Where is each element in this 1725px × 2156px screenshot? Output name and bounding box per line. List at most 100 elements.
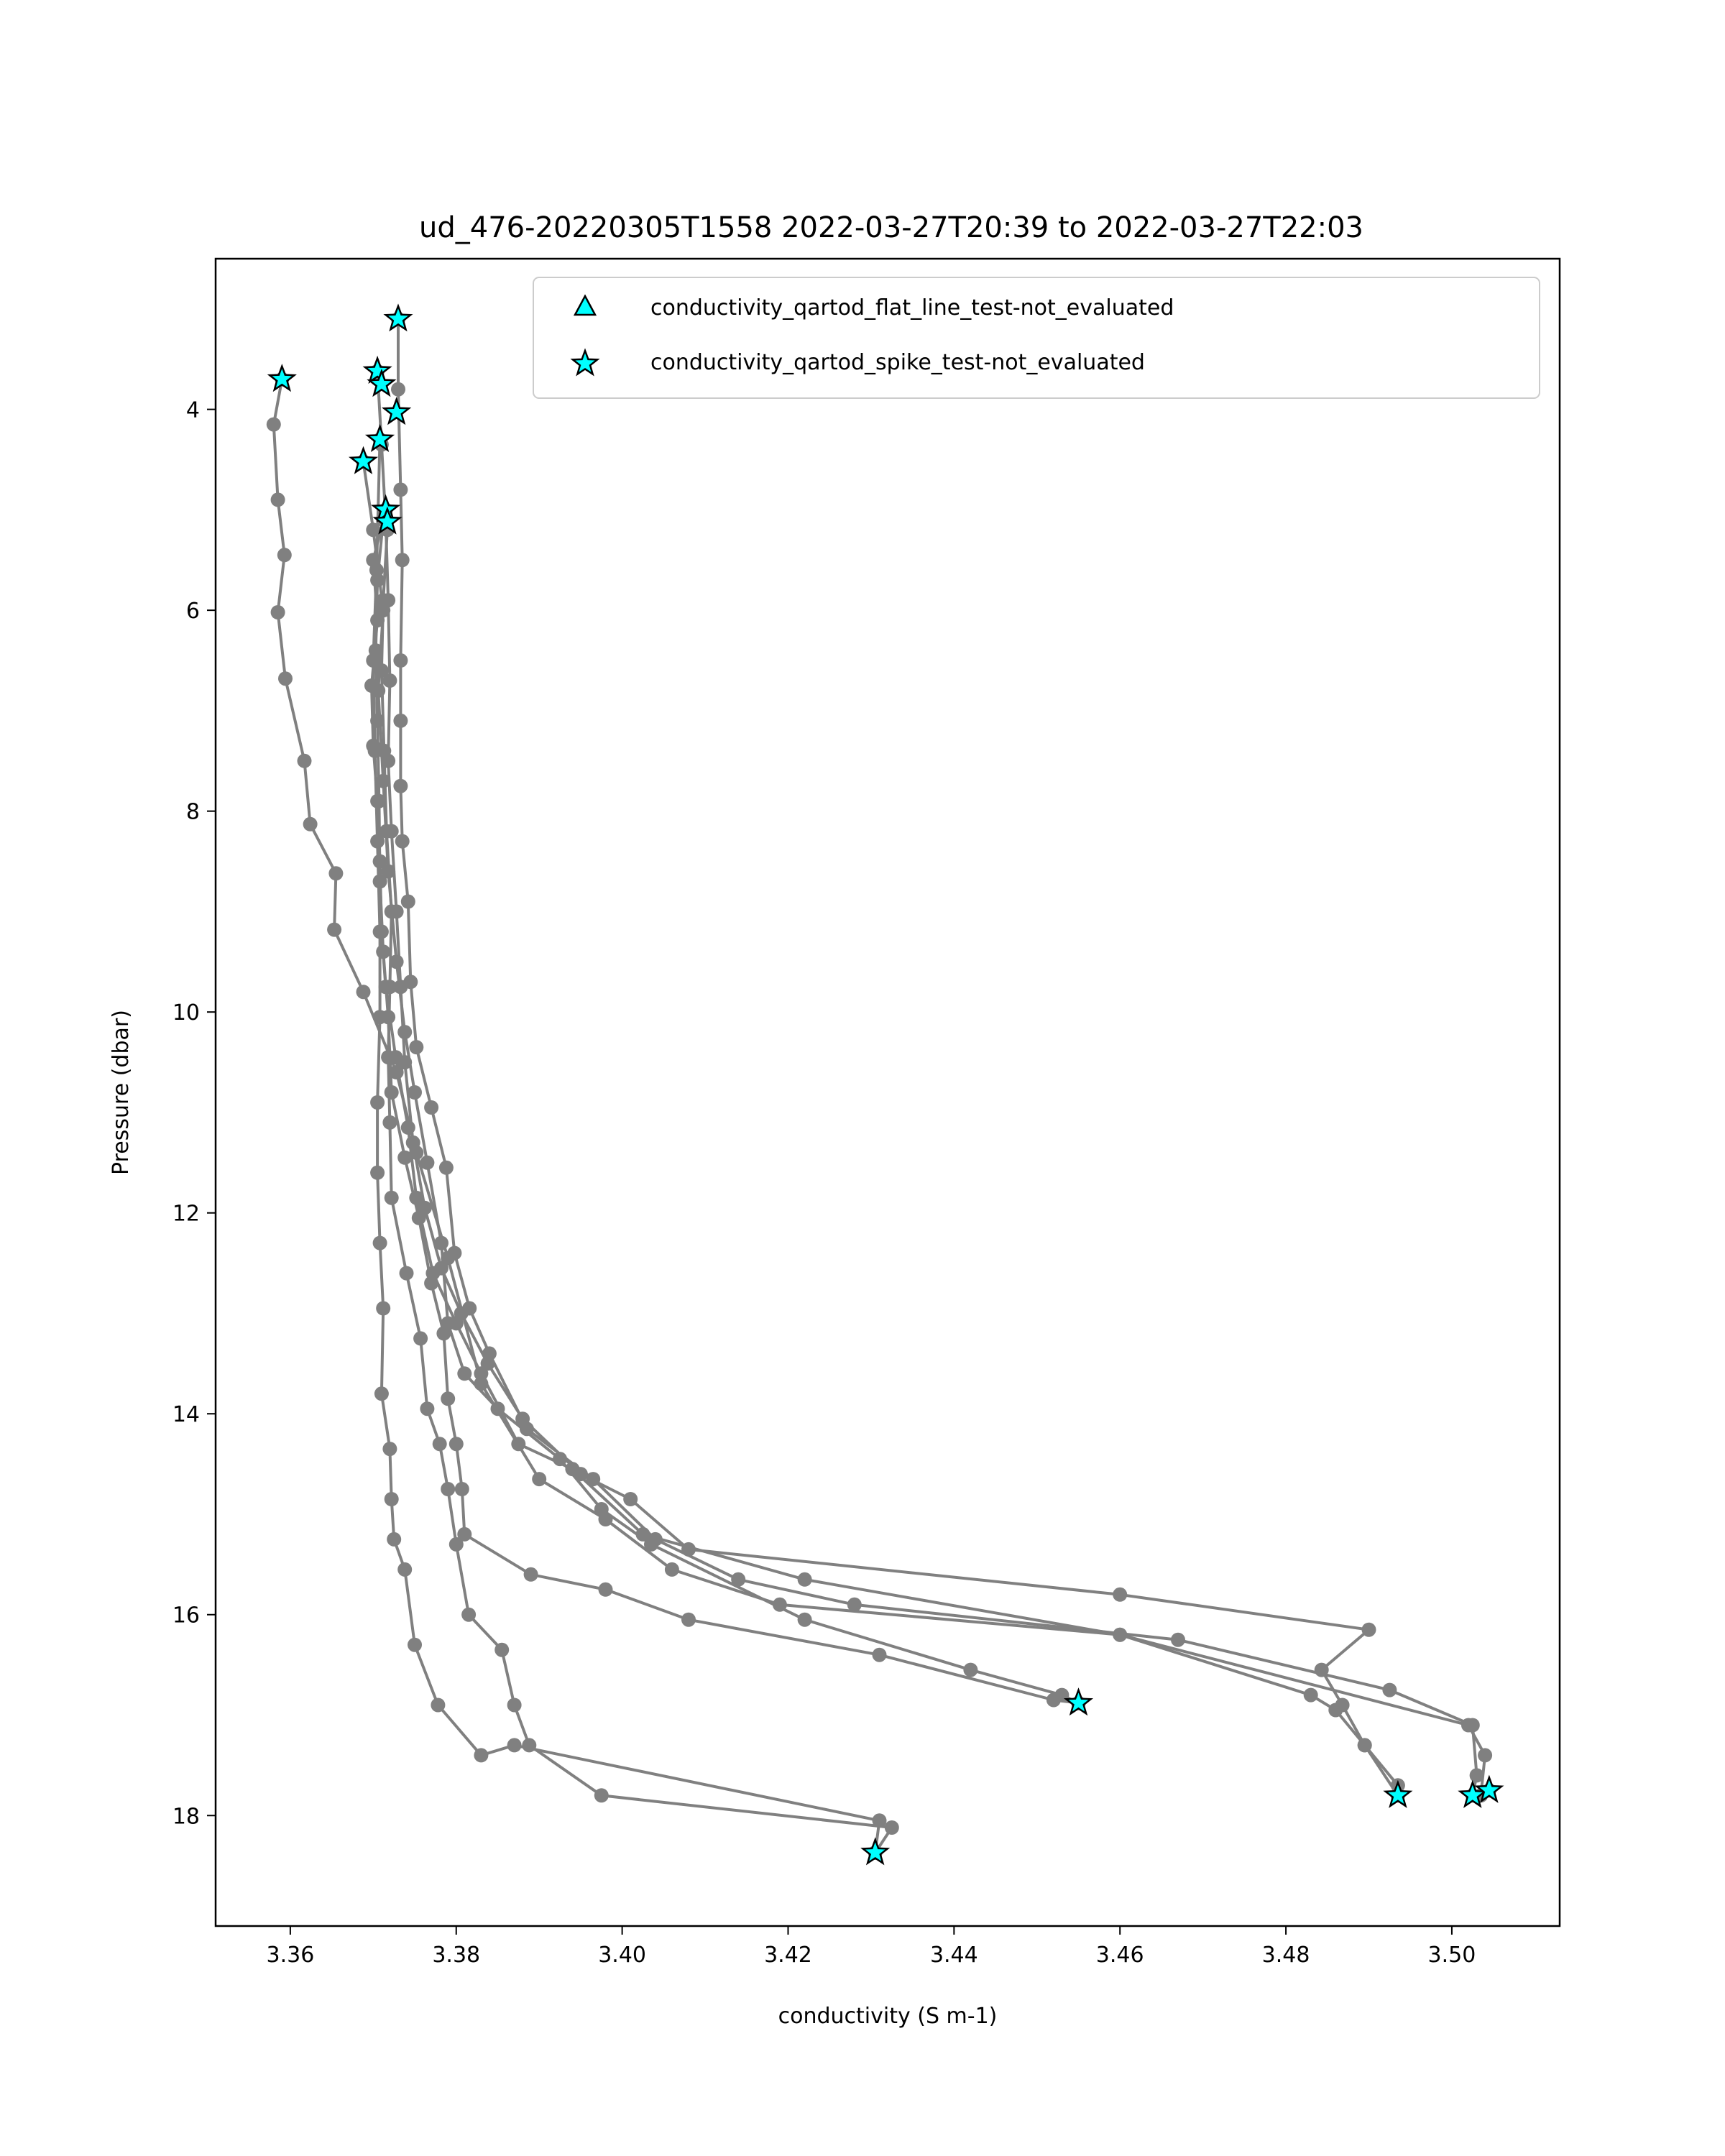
data-point <box>374 1386 389 1401</box>
data-point <box>523 1567 538 1582</box>
data-point <box>1478 1748 1493 1763</box>
spike-test-flag-marker <box>372 506 402 535</box>
data-point <box>387 1531 402 1547</box>
data-point <box>397 1562 413 1577</box>
legend-box <box>533 277 1540 399</box>
data-point <box>1382 1682 1397 1697</box>
data-point <box>420 1401 435 1416</box>
data-point <box>391 382 405 397</box>
data-point <box>369 563 384 578</box>
data-point <box>448 1437 464 1452</box>
spike-test-flag-marker <box>1474 1774 1504 1803</box>
data-point <box>594 1502 609 1516</box>
legend: conductivity_qartod_flat_line_test-not_e… <box>533 277 1540 399</box>
data-point <box>393 713 408 728</box>
data-point <box>379 824 394 839</box>
profile-series <box>366 432 887 1860</box>
data-point <box>1046 1692 1061 1708</box>
x-tick-label: 3.46 <box>1096 1943 1144 1968</box>
data-point <box>376 1301 391 1316</box>
x-axis-label: conductivity (S m-1) <box>778 2004 998 2029</box>
x-tick-label: 3.38 <box>432 1943 480 1968</box>
data-point <box>731 1572 746 1587</box>
data-point <box>1469 1768 1484 1783</box>
data-point <box>374 663 389 678</box>
data-point <box>366 653 381 668</box>
series-layer <box>266 311 1496 1860</box>
data-point <box>266 417 281 432</box>
y-tick-label: 12 <box>172 1202 200 1227</box>
data-point <box>393 778 408 793</box>
data-point <box>847 1597 862 1612</box>
data-point <box>408 1637 422 1652</box>
data-point <box>511 1437 526 1452</box>
data-point <box>277 548 292 563</box>
spike-test-flag-marker <box>267 364 297 392</box>
data-point <box>884 1820 899 1835</box>
data-point <box>454 1482 469 1496</box>
data-point <box>553 1452 567 1467</box>
data-point <box>963 1662 978 1677</box>
data-point <box>441 1391 456 1406</box>
spike-test-flag-marker <box>860 1837 891 1866</box>
data-point <box>381 1050 396 1065</box>
spike-test-flag-marker <box>348 446 379 474</box>
data-point <box>395 553 410 568</box>
data-point <box>409 1040 424 1055</box>
data-point <box>681 1612 696 1627</box>
data-point <box>515 1411 530 1427</box>
data-point <box>1357 1738 1372 1753</box>
x-tick-label: 3.50 <box>1428 1943 1476 1968</box>
data-point <box>372 1010 387 1025</box>
data-point <box>356 985 371 1000</box>
data-point <box>441 1482 456 1496</box>
data-point <box>436 1326 451 1341</box>
data-point <box>532 1472 547 1487</box>
data-point <box>1113 1627 1128 1642</box>
data-point <box>297 753 312 768</box>
spike-test-flag-marker <box>362 355 392 384</box>
data-point <box>424 1276 439 1291</box>
data-point <box>434 1235 448 1250</box>
data-point <box>797 1572 812 1587</box>
data-point <box>457 1526 472 1542</box>
x-tick-label: 3.42 <box>764 1943 812 1968</box>
data-point <box>1328 1703 1343 1718</box>
data-point <box>797 1612 812 1627</box>
data-point <box>393 482 408 497</box>
data-point <box>623 1492 638 1506</box>
data-point <box>370 1165 385 1180</box>
data-point <box>1113 1587 1128 1602</box>
data-point <box>367 743 382 758</box>
y-axis: 4 6 8 10 12 14 16 18 <box>172 398 216 1829</box>
data-point <box>389 954 404 969</box>
data-point <box>1303 1687 1318 1703</box>
data-point <box>490 1401 505 1416</box>
data-point <box>384 1085 399 1100</box>
data-point <box>507 1697 522 1713</box>
data-point <box>594 1788 609 1803</box>
legend-label-flat-line: conductivity_qartod_flat_line_test-not_e… <box>650 295 1174 321</box>
data-point <box>872 1813 887 1828</box>
data-point <box>474 1748 489 1763</box>
data-point <box>457 1366 472 1381</box>
profile-line <box>370 509 1399 1787</box>
data-point <box>382 1442 397 1457</box>
data-point <box>447 1245 462 1261</box>
data-point <box>328 866 344 881</box>
flag-markers <box>267 303 1504 1866</box>
spike-test-flag-marker <box>1063 1687 1094 1716</box>
x-tick-label: 3.44 <box>930 1943 978 1968</box>
data-point <box>327 922 342 937</box>
data-point <box>382 980 397 995</box>
data-point <box>278 671 293 686</box>
y-tick-label: 6 <box>186 599 200 624</box>
y-tick-label: 4 <box>186 398 200 423</box>
plot-frame <box>214 257 1561 1927</box>
data-point <box>420 1155 435 1170</box>
data-point <box>438 1160 454 1175</box>
data-point <box>507 1738 522 1753</box>
data-point <box>372 924 387 939</box>
data-point <box>432 1437 447 1452</box>
data-point <box>598 1582 613 1597</box>
